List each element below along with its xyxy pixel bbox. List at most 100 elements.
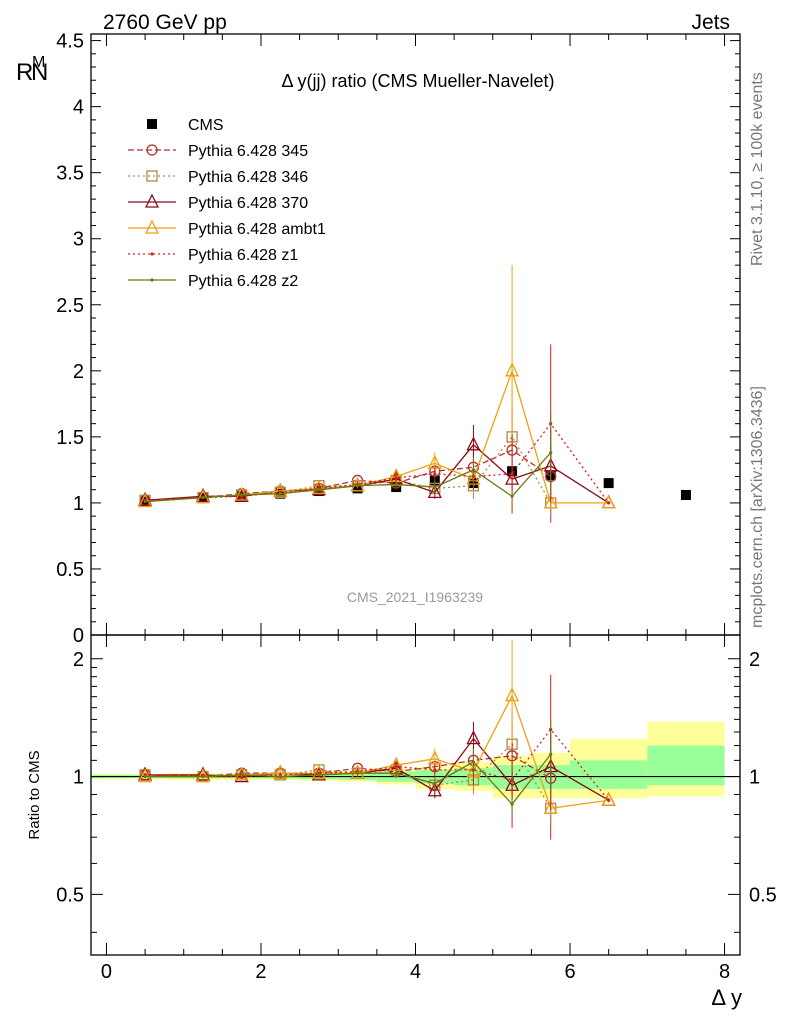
side-label-bottom: mcplots.cern.ch [arXiv:1306.3436] (749, 386, 766, 628)
legend-entry: Pythia 6.428 z1 (128, 247, 298, 264)
ratio-s2-point (138, 766, 153, 781)
top-s4-point (138, 493, 153, 508)
top-ytick-label: 0 (73, 625, 84, 647)
legend-label: Pythia 6.428 345 (188, 143, 308, 160)
legend-label: Pythia 6.428 z2 (188, 273, 298, 290)
y-axis-title-top: R M N (16, 54, 48, 86)
top-ytick-label: 4.5 (56, 31, 84, 53)
ratio-s5-point (317, 773, 321, 777)
top-s5-point (433, 472, 437, 476)
xtick-label: 6 (564, 961, 575, 983)
top-ytick-label: 0.5 (56, 559, 84, 581)
legend-label: Pythia 6.428 z1 (188, 247, 298, 264)
chart-title: Δ y(jj) ratio (CMS Mueller-Navelet) (281, 71, 554, 91)
band-inner-11 (570, 760, 648, 789)
legend-entry: Pythia 6.428 370 (128, 193, 308, 212)
top-s4-point (543, 494, 558, 509)
ratio-ytick-label: 0.5 (56, 884, 84, 906)
legend: CMS Pythia 6.428 345 Pythia 6.428 346 Pythi… (128, 117, 326, 290)
top-s6-point (471, 468, 476, 472)
top-s3-point (427, 483, 442, 498)
ratio-s2-point (195, 766, 211, 781)
legend-entry: Pythia 6.428 346 (128, 169, 308, 186)
legend-entry: CMS (147, 117, 224, 134)
header-left: 2760 GeV pp (103, 11, 227, 34)
legend-entry: Pythia 6.428 345 (128, 143, 308, 160)
top-s0-point (680, 489, 691, 500)
ratio-s5-point (278, 774, 282, 779)
legend-marker (144, 219, 160, 234)
top-s6-series (143, 413, 553, 504)
svg-text:R: R (16, 59, 33, 86)
top-s0-point (603, 478, 614, 489)
axes: 00.511.522.533.544.50 2 4 6 80.5 0.51 12 2 (56, 31, 777, 983)
top-s1-series (139, 410, 557, 523)
header-right: Jets (691, 11, 730, 34)
top-s4-point (234, 486, 249, 501)
top-s4-point (273, 482, 288, 497)
top-s4-series (138, 265, 616, 509)
top-s6-point (433, 485, 437, 489)
ratio-s4-point (510, 778, 514, 782)
legend-label: CMS (188, 117, 224, 134)
svg-text:M: M (32, 54, 45, 71)
ratio-s5-point (355, 771, 360, 775)
xtick-label: 8 (719, 961, 730, 983)
top-s6-point (278, 492, 282, 496)
top-s5-line (145, 422, 610, 504)
legend-marker (147, 119, 157, 129)
top-ytick-label: 1 (73, 493, 84, 515)
top-ytick-label: 2 (73, 361, 84, 383)
watermark: CMS_2021_I1963239 (347, 589, 483, 605)
top-s6-point (317, 488, 321, 492)
xtick-label: 0 (101, 961, 112, 983)
xtick-label: 4 (410, 961, 421, 983)
ratio-ytick-label: 2 (73, 649, 84, 671)
legend-marker (146, 170, 158, 182)
top-s6-point (143, 499, 147, 504)
legend-label: Pythia 6.428 ambt1 (188, 221, 326, 238)
top-s5-point (510, 472, 514, 476)
top-s4-point (311, 479, 326, 495)
top-ytick-label: 4 (73, 97, 84, 119)
side-label-top: Rivet 3.1.10, ≥ 100k events (749, 72, 766, 266)
ratio-s3-point (601, 791, 616, 806)
legend-marker (144, 193, 160, 208)
ratio-s2-point (427, 782, 442, 797)
top-s4-point (195, 489, 211, 504)
ratio-s5-point (201, 774, 205, 779)
top-s3-series (138, 424, 616, 509)
ratio-s5-point (510, 802, 514, 806)
legend-label: Pythia 6.428 370 (188, 195, 308, 212)
ratio-s3-point (311, 764, 326, 779)
top-s6-point (510, 494, 514, 498)
ratio-s3-point (543, 799, 558, 814)
legend-entry: Pythia 6.428 ambt1 (128, 219, 326, 238)
ratio-s5-point (143, 774, 147, 779)
top-s6-point (240, 493, 244, 497)
top-s4-point (601, 494, 616, 509)
ratio-s3-point (234, 766, 249, 781)
legend-label: Pythia 6.428 346 (188, 169, 308, 186)
ratio-s4-point (394, 765, 398, 769)
x-axis-title: Δ y (711, 985, 742, 1010)
ratio-panel (138, 639, 616, 840)
ratio-ytick-label-right: 1 (749, 767, 760, 789)
ratio-s4-series (143, 674, 611, 828)
legend-entry: Pythia 6.428 z2 (128, 273, 298, 290)
top-s4-point (505, 362, 520, 377)
ratio-s3-point (505, 687, 520, 702)
top-ytick-label: 2.5 (56, 295, 84, 317)
ratio-s3-point (138, 768, 153, 783)
legend-marker (150, 278, 154, 282)
top-ytick-label: 3.5 (56, 163, 84, 185)
top-s6-point (549, 451, 553, 455)
ratio-ytick-label: 1 (73, 767, 84, 789)
top-s5-point (394, 476, 398, 480)
ratio-s5-point (433, 781, 437, 786)
top-ytick-label: 1.5 (56, 427, 84, 449)
ratio-s4-line (145, 728, 610, 801)
top-ytick-label: 3 (73, 229, 84, 251)
ratio-s5-point (240, 773, 244, 777)
